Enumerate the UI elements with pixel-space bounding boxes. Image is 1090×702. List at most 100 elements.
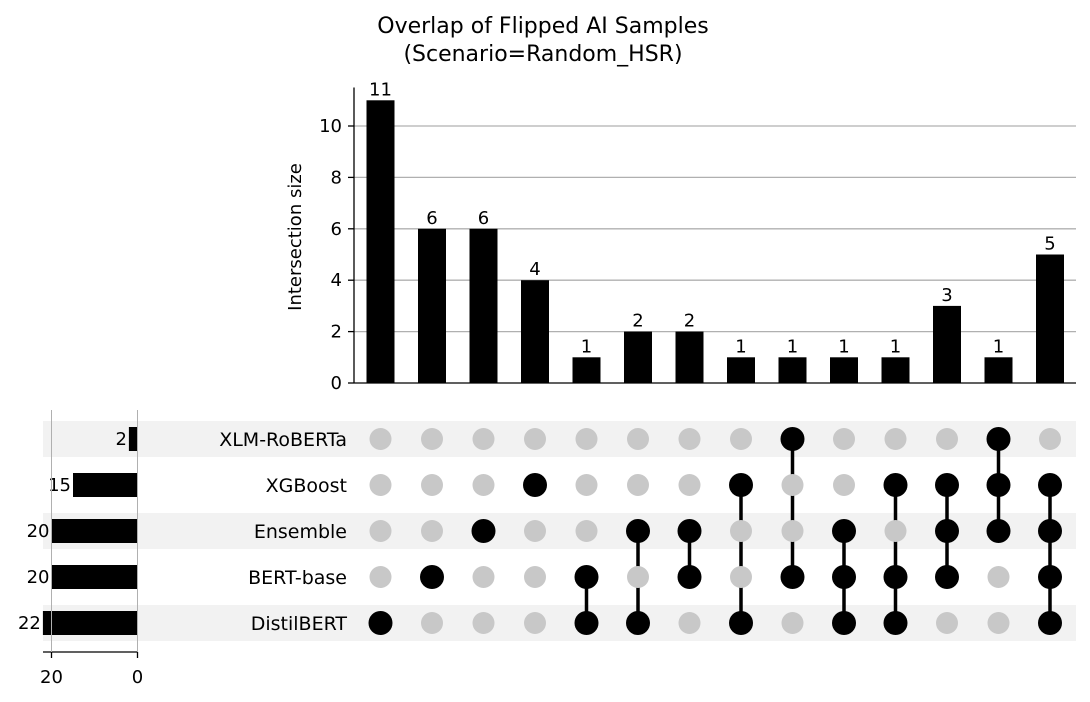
set-size-bar — [51, 519, 138, 543]
intersection-bar-label: 3 — [941, 285, 952, 306]
y-axis: 0 2 4 6 8 10 — [319, 87, 1076, 394]
gridlines — [354, 125, 1076, 333]
matrix-dot-filled — [1038, 565, 1062, 589]
matrix-dot-filled — [883, 611, 908, 635]
matrix-dot-empty — [730, 428, 752, 450]
intersection-bar-label: 1 — [787, 336, 798, 357]
matrix-dot-empty — [575, 520, 598, 542]
intersection-bar-label: 1 — [993, 336, 1004, 357]
matrix-dot-empty — [730, 566, 752, 588]
intersection-bar-label: 6 — [478, 208, 489, 229]
intersection-bar — [572, 357, 601, 383]
intersection-bar — [727, 357, 755, 383]
intersection-bar-label: 1 — [735, 336, 746, 357]
set-size-label: 15 — [48, 475, 71, 496]
set-name-labels: XLM-RoBERTa XGBoost Ensemble BERT-base Disti… — [219, 429, 347, 635]
set-size-bar — [73, 473, 138, 497]
matrix-dot-filled — [832, 565, 856, 589]
intersection-bar — [778, 357, 807, 383]
intersection-bar — [984, 357, 1013, 383]
intersection-bar — [675, 331, 704, 383]
matrix-dot-empty — [369, 428, 392, 450]
chart-title-line-1: Overlap of Flipped AI Samples — [377, 14, 708, 39]
matrix-row-stripes — [43, 421, 1076, 641]
intersection-bar — [933, 305, 961, 383]
set-name-label: DistilBERT — [251, 613, 348, 635]
y-tick-label: 10 — [319, 116, 342, 137]
set-size-label: 22 — [18, 613, 41, 634]
matrix-dot-empty — [472, 474, 495, 496]
set-name-label: XGBoost — [266, 475, 347, 497]
set-size-tick-label: 20 — [40, 667, 63, 688]
matrix-dot-empty — [781, 612, 804, 634]
matrix-dot-empty — [524, 520, 546, 542]
matrix-dot-filled — [677, 565, 702, 589]
matrix-dot-filled — [729, 611, 753, 635]
matrix-dot-empty — [524, 612, 546, 634]
intersection-bar-label: 2 — [684, 311, 695, 332]
intersection-bars — [366, 100, 1064, 384]
matrix-dot-filled — [626, 519, 650, 543]
intersection-bar — [366, 100, 395, 384]
intersection-bar — [469, 228, 498, 383]
matrix-dot-empty — [987, 566, 1010, 588]
chart-title-line-2: (Scenario=Random_HSR) — [403, 42, 682, 67]
set-size-label: 20 — [27, 521, 50, 542]
intersection-bar-label: 4 — [529, 259, 540, 280]
intersection-bar-label: 1 — [581, 336, 592, 357]
set-size-tick-label: 0 — [132, 667, 143, 688]
matrix-dot-filled — [832, 611, 856, 635]
row-stripe — [43, 513, 1076, 549]
matrix-dot-filled — [935, 519, 959, 543]
matrix-dot-empty — [781, 474, 804, 496]
matrix-dot-empty — [627, 428, 649, 450]
matrix-dot-filled — [574, 565, 599, 589]
matrix-dot-empty — [472, 612, 495, 634]
intersection-bar — [830, 357, 858, 383]
set-size-bars: 2 15 20 20 22 — [18, 427, 138, 635]
matrix-dot-filled — [986, 473, 1011, 497]
y-axis-label: Intersection size — [285, 163, 306, 311]
matrix-dot-empty — [884, 520, 907, 542]
matrix-dot-empty — [936, 428, 958, 450]
matrix-dot-empty — [369, 520, 392, 542]
set-size-bar — [51, 565, 138, 589]
matrix-dot-empty — [421, 474, 443, 496]
matrix-dot-empty — [884, 428, 907, 450]
matrix-dot-filled — [986, 427, 1011, 451]
matrix-dot-filled — [626, 611, 650, 635]
set-size-bar — [42, 611, 138, 635]
matrix-dot-empty — [575, 428, 598, 450]
set-size-label: 20 — [27, 567, 50, 588]
matrix-dot-empty — [627, 566, 649, 588]
matrix-dot-empty — [472, 428, 495, 450]
matrix-dot-filled — [523, 473, 547, 497]
matrix-dot-filled — [883, 473, 908, 497]
row-stripe — [43, 421, 1076, 457]
intersection-bar — [418, 228, 446, 383]
matrix-dot-filled — [1038, 473, 1062, 497]
matrix-dot-empty — [421, 428, 443, 450]
matrix-dot-empty — [1039, 428, 1061, 450]
matrix-dot-empty — [678, 474, 701, 496]
intersection-bar — [881, 357, 910, 383]
intersection-bar — [1036, 254, 1064, 383]
matrix-dot-filled — [368, 611, 393, 635]
intersection-bar-label: 5 — [1044, 234, 1055, 255]
row-stripe — [43, 605, 1076, 641]
matrix-dot-filled — [1038, 611, 1062, 635]
intersection-bar — [624, 331, 652, 383]
intersection-bar-label: 1 — [838, 336, 849, 357]
intersection-bar-label: 6 — [426, 208, 437, 229]
y-tick-label: 2 — [331, 322, 342, 343]
set-size-bar — [128, 427, 138, 451]
matrix-dot-empty — [421, 520, 443, 542]
matrix-dot-empty — [833, 428, 855, 450]
matrix-dot-empty — [678, 428, 701, 450]
matrix-dot-empty — [678, 612, 701, 634]
intersection-bar-label: 1 — [890, 336, 901, 357]
matrix-dot-filled — [935, 565, 959, 589]
matrix-dot-filled — [729, 473, 753, 497]
matrix-dot-filled — [471, 519, 496, 543]
